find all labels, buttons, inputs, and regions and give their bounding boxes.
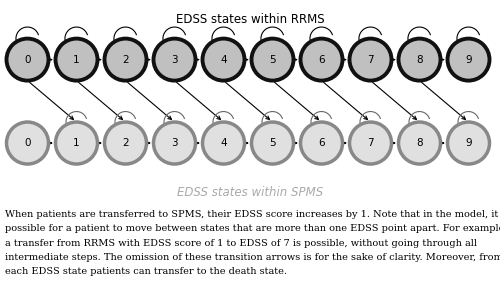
Text: 9: 9 (465, 55, 472, 65)
Ellipse shape (104, 122, 146, 164)
Text: 2: 2 (122, 138, 129, 148)
Text: 8: 8 (416, 138, 423, 148)
Text: 1: 1 (73, 55, 80, 65)
Text: 5: 5 (269, 55, 276, 65)
Text: 5: 5 (269, 138, 276, 148)
Ellipse shape (6, 122, 48, 164)
Text: EDSS states within SPMS: EDSS states within SPMS (177, 186, 323, 199)
Text: each EDSS state patients can transfer to the death state.: each EDSS state patients can transfer to… (5, 267, 287, 276)
Text: EDSS states within RRMS: EDSS states within RRMS (176, 13, 324, 27)
Ellipse shape (300, 122, 343, 164)
Ellipse shape (202, 122, 244, 164)
Ellipse shape (398, 122, 440, 164)
Ellipse shape (154, 122, 196, 164)
Text: 7: 7 (367, 138, 374, 148)
Text: 8: 8 (416, 55, 423, 65)
Text: 9: 9 (465, 138, 472, 148)
Ellipse shape (398, 39, 440, 80)
Text: 6: 6 (318, 138, 325, 148)
Ellipse shape (56, 122, 98, 164)
Text: 3: 3 (171, 55, 178, 65)
Ellipse shape (300, 39, 343, 80)
Ellipse shape (350, 122, 392, 164)
Ellipse shape (104, 39, 146, 80)
Ellipse shape (252, 39, 294, 80)
Ellipse shape (6, 39, 48, 80)
Ellipse shape (154, 39, 196, 80)
Text: 2: 2 (122, 55, 129, 65)
Text: intermediate steps. The omission of these transition arrows is for the sake of c: intermediate steps. The omission of thes… (5, 253, 500, 262)
Ellipse shape (448, 122, 490, 164)
Text: a transfer from RRMS with EDSS score of 1 to EDSS of 7 is possible, without goin: a transfer from RRMS with EDSS score of … (5, 239, 477, 248)
Text: 3: 3 (171, 138, 178, 148)
Text: 7: 7 (367, 55, 374, 65)
Text: When patients are transferred to SPMS, their EDSS score increases by 1. Note tha: When patients are transferred to SPMS, t… (5, 210, 500, 219)
Text: 4: 4 (220, 138, 227, 148)
Text: 1: 1 (73, 138, 80, 148)
Ellipse shape (56, 39, 98, 80)
Ellipse shape (448, 39, 490, 80)
Text: 0: 0 (24, 138, 31, 148)
Text: 4: 4 (220, 55, 227, 65)
Ellipse shape (252, 122, 294, 164)
Text: 0: 0 (24, 55, 31, 65)
Ellipse shape (350, 39, 392, 80)
Text: 6: 6 (318, 55, 325, 65)
Text: possible for a patient to move between states that are more than one EDSS point : possible for a patient to move between s… (5, 224, 500, 233)
Ellipse shape (202, 39, 244, 80)
